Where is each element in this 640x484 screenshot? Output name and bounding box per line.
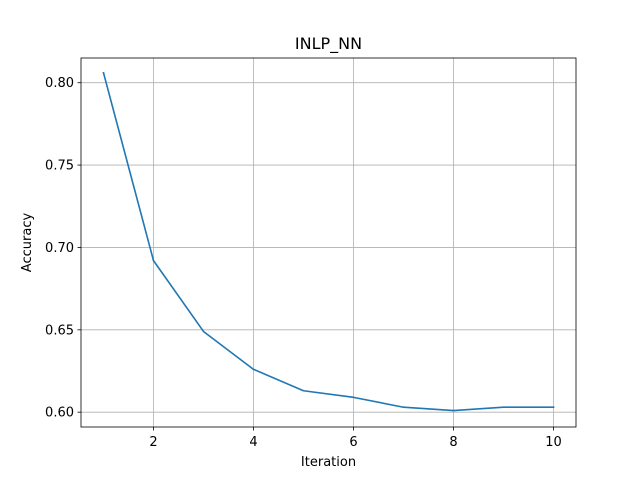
data-point — [502, 406, 505, 409]
data-point — [102, 72, 105, 74]
data-point — [352, 396, 355, 399]
plot-area — [102, 71, 555, 412]
y-tick-label: 0.60 — [45, 406, 74, 421]
data-point — [452, 409, 455, 412]
data-point — [202, 330, 205, 333]
x-tick-label: 2 — [149, 435, 157, 450]
accuracy-series-line — [102, 71, 555, 412]
data-point — [252, 368, 255, 371]
data-point — [402, 406, 405, 409]
grid-lines — [81, 58, 576, 427]
data-point — [152, 259, 155, 262]
y-tick-label: 0.70 — [45, 241, 74, 256]
y-tick-label: 0.80 — [45, 76, 74, 91]
x-axis-label: Iteration — [301, 455, 356, 470]
y-axis-label: Accuracy — [20, 213, 35, 273]
x-tick-label: 8 — [449, 435, 457, 450]
x-tick-label: 4 — [249, 435, 257, 450]
x-tick-label: 6 — [349, 435, 357, 450]
axis-ticks: 2 4 6 8 10 0.60 0.65 0.70 0.75 0.80 — [45, 76, 562, 450]
chart-title: INLP_NN — [295, 34, 362, 54]
data-point — [552, 406, 555, 409]
x-tick-label: 10 — [545, 435, 562, 450]
y-tick-label: 0.75 — [45, 159, 74, 174]
data-point — [302, 389, 305, 392]
y-tick-label: 0.65 — [45, 323, 74, 338]
axes-frame — [80, 57, 577, 428]
